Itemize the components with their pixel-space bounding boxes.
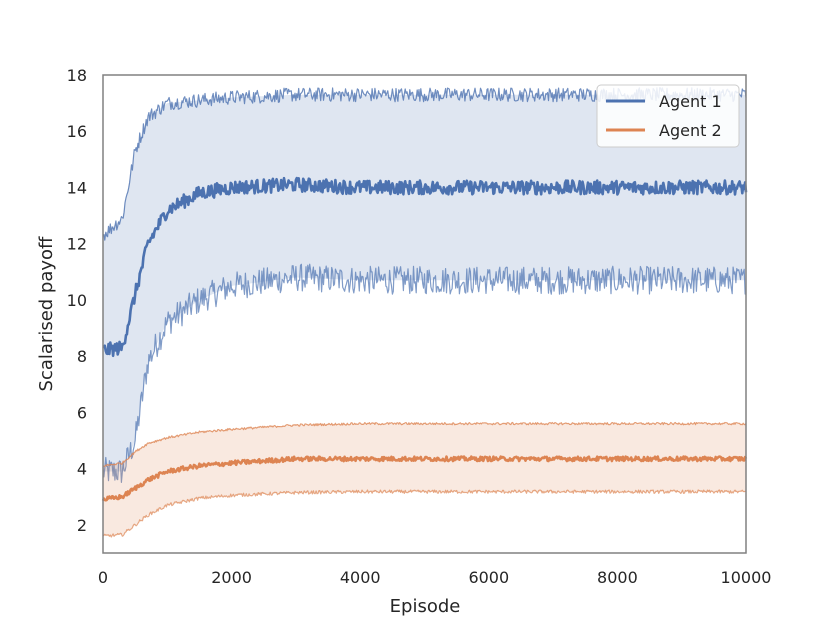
x-axis: 0 2000 4000 6000 8000 10000 [98,568,772,587]
y-tick-label: 12 [67,235,87,254]
y-tick-label: 8 [77,347,87,366]
x-tick-label: 4000 [340,568,381,587]
agent-1-lower-line [102,263,747,483]
y-axis: 2 4 6 8 10 12 14 16 18 [67,66,87,535]
x-tick-label: 10000 [721,568,772,587]
x-tick-label: 0 [98,568,108,587]
legend: Agent 1 Agent 2 [596,84,740,148]
legend-label-agent-1: Agent 1 [659,92,722,111]
agent-2-upper-line [102,421,747,467]
agent-2-mean-line [101,455,748,502]
y-tick-label: 2 [77,516,87,535]
y-tick-label: 6 [77,403,87,422]
series-layer [101,87,748,538]
y-tick-label: 4 [77,460,87,479]
x-tick-label: 6000 [468,568,509,587]
x-tick-label: 8000 [597,568,638,587]
y-tick-label: 16 [67,122,87,141]
y-axis-label: Scalarised payoff [36,236,57,392]
y-tick-label: 14 [67,178,87,197]
y-tick-label: 18 [67,66,87,85]
plot-frame [102,74,747,554]
agent-2-lower-line [102,489,747,538]
x-axis-label: Episode [390,596,461,617]
y-tick-label: 10 [67,291,87,310]
x-tick-label: 2000 [211,568,252,587]
legend-label-agent-2: Agent 2 [659,121,722,140]
agent-2-band [103,423,746,537]
agent-1-mean-line [102,176,748,358]
